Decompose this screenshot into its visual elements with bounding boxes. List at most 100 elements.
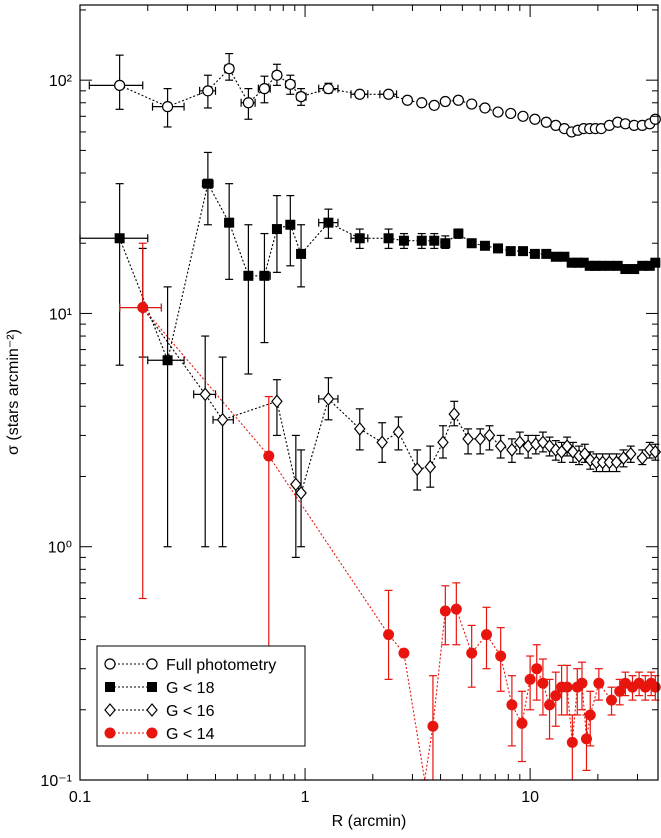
legend-marker: [146, 658, 158, 670]
data-point: [161, 101, 174, 113]
data-point: [541, 248, 552, 259]
data-point: [424, 459, 437, 474]
data-point: [636, 451, 649, 465]
data-point: [529, 248, 540, 259]
data-point: [450, 603, 462, 615]
data-point: [531, 663, 543, 675]
data-point: [524, 673, 536, 685]
y-tick-label: 10¹: [49, 306, 72, 323]
data-point: [223, 63, 235, 75]
data-point: [295, 486, 307, 500]
data-point: [566, 736, 578, 748]
y-tick-label: 10⁻¹: [40, 773, 72, 790]
data-point: [529, 113, 541, 125]
data-point: [224, 217, 235, 228]
x-axis-title: R (arcmin): [332, 813, 407, 830]
data-point: [199, 387, 211, 402]
legend-marker: [104, 703, 116, 717]
series-line: [119, 67, 656, 133]
plot-frame: [79, 4, 659, 781]
data-point: [271, 394, 283, 409]
data-point: [202, 85, 214, 97]
tick-layer: 0.1 1 10 10⁻¹ 10⁰ 10¹ 10²: [40, 5, 658, 806]
data-point: [540, 116, 552, 128]
series-0: [88, 52, 661, 138]
data-point: [649, 681, 661, 693]
data-point: [376, 435, 388, 450]
data-point: [439, 95, 451, 108]
data-point: [516, 717, 528, 729]
series-3: [119, 242, 661, 781]
data-point: [448, 407, 461, 422]
data-point: [479, 240, 490, 251]
data-point: [466, 238, 477, 249]
data-point: [606, 694, 618, 706]
series-1: [79, 151, 661, 548]
data-point: [495, 650, 507, 662]
data-point: [584, 709, 596, 721]
data-point: [137, 302, 149, 314]
data-point: [401, 94, 414, 106]
data-point: [624, 446, 637, 461]
data-point: [428, 99, 440, 111]
data-point: [518, 246, 529, 257]
data-point: [242, 97, 254, 109]
x-tick-label: 1: [301, 789, 310, 806]
data-point: [323, 217, 334, 228]
legend-marker: [104, 727, 116, 739]
legend-marker: [104, 658, 116, 670]
data-point: [620, 264, 631, 275]
data-point: [398, 235, 409, 246]
data-point: [649, 113, 661, 125]
data-point: [354, 88, 366, 100]
data-point: [550, 251, 561, 262]
data-point: [296, 248, 307, 259]
y-axis-title: σ (stars arcmin⁻²): [5, 329, 22, 455]
data-point: [614, 685, 626, 697]
legend-label: Full photometry: [166, 657, 276, 674]
data-point: [285, 219, 296, 230]
legend-marker: [146, 703, 158, 717]
series-line: [142, 307, 656, 495]
data-point: [479, 102, 491, 114]
legend-marker: [146, 727, 158, 739]
data-point: [452, 94, 464, 106]
data-point: [353, 421, 366, 436]
data-point: [216, 412, 229, 427]
data-point: [202, 178, 213, 189]
y-tick-label: 10²: [49, 73, 73, 90]
data-point: [162, 355, 173, 366]
data-point: [284, 78, 296, 90]
data-point: [492, 106, 504, 118]
data-point: [398, 647, 410, 659]
legend-marker: [105, 682, 115, 692]
data-point: [604, 260, 615, 271]
legend-label: G < 18: [166, 680, 215, 697]
data-point: [429, 235, 440, 246]
data-point: [383, 629, 395, 641]
data-point: [259, 270, 270, 281]
series-line: [119, 182, 656, 363]
legend: Full photometry G < 18 G < 16 G < 14: [96, 645, 306, 747]
legend-marker: [147, 682, 157, 692]
data-point: [593, 677, 605, 689]
data-point: [505, 107, 517, 120]
data-point: [295, 91, 307, 103]
data-point: [271, 69, 283, 81]
data-point: [517, 110, 529, 122]
data-point: [494, 439, 507, 454]
data-point: [290, 477, 302, 492]
x-tick-label: 10: [521, 789, 539, 806]
data-point: [392, 425, 405, 440]
data-point: [480, 629, 492, 641]
data-point: [493, 243, 504, 254]
y-tick-label: 10⁰: [48, 540, 72, 557]
data-point: [427, 720, 439, 732]
data-point: [537, 677, 549, 689]
data-point: [383, 233, 394, 244]
data-point: [411, 462, 423, 477]
data-point: [650, 257, 661, 268]
data-point: [466, 98, 478, 110]
